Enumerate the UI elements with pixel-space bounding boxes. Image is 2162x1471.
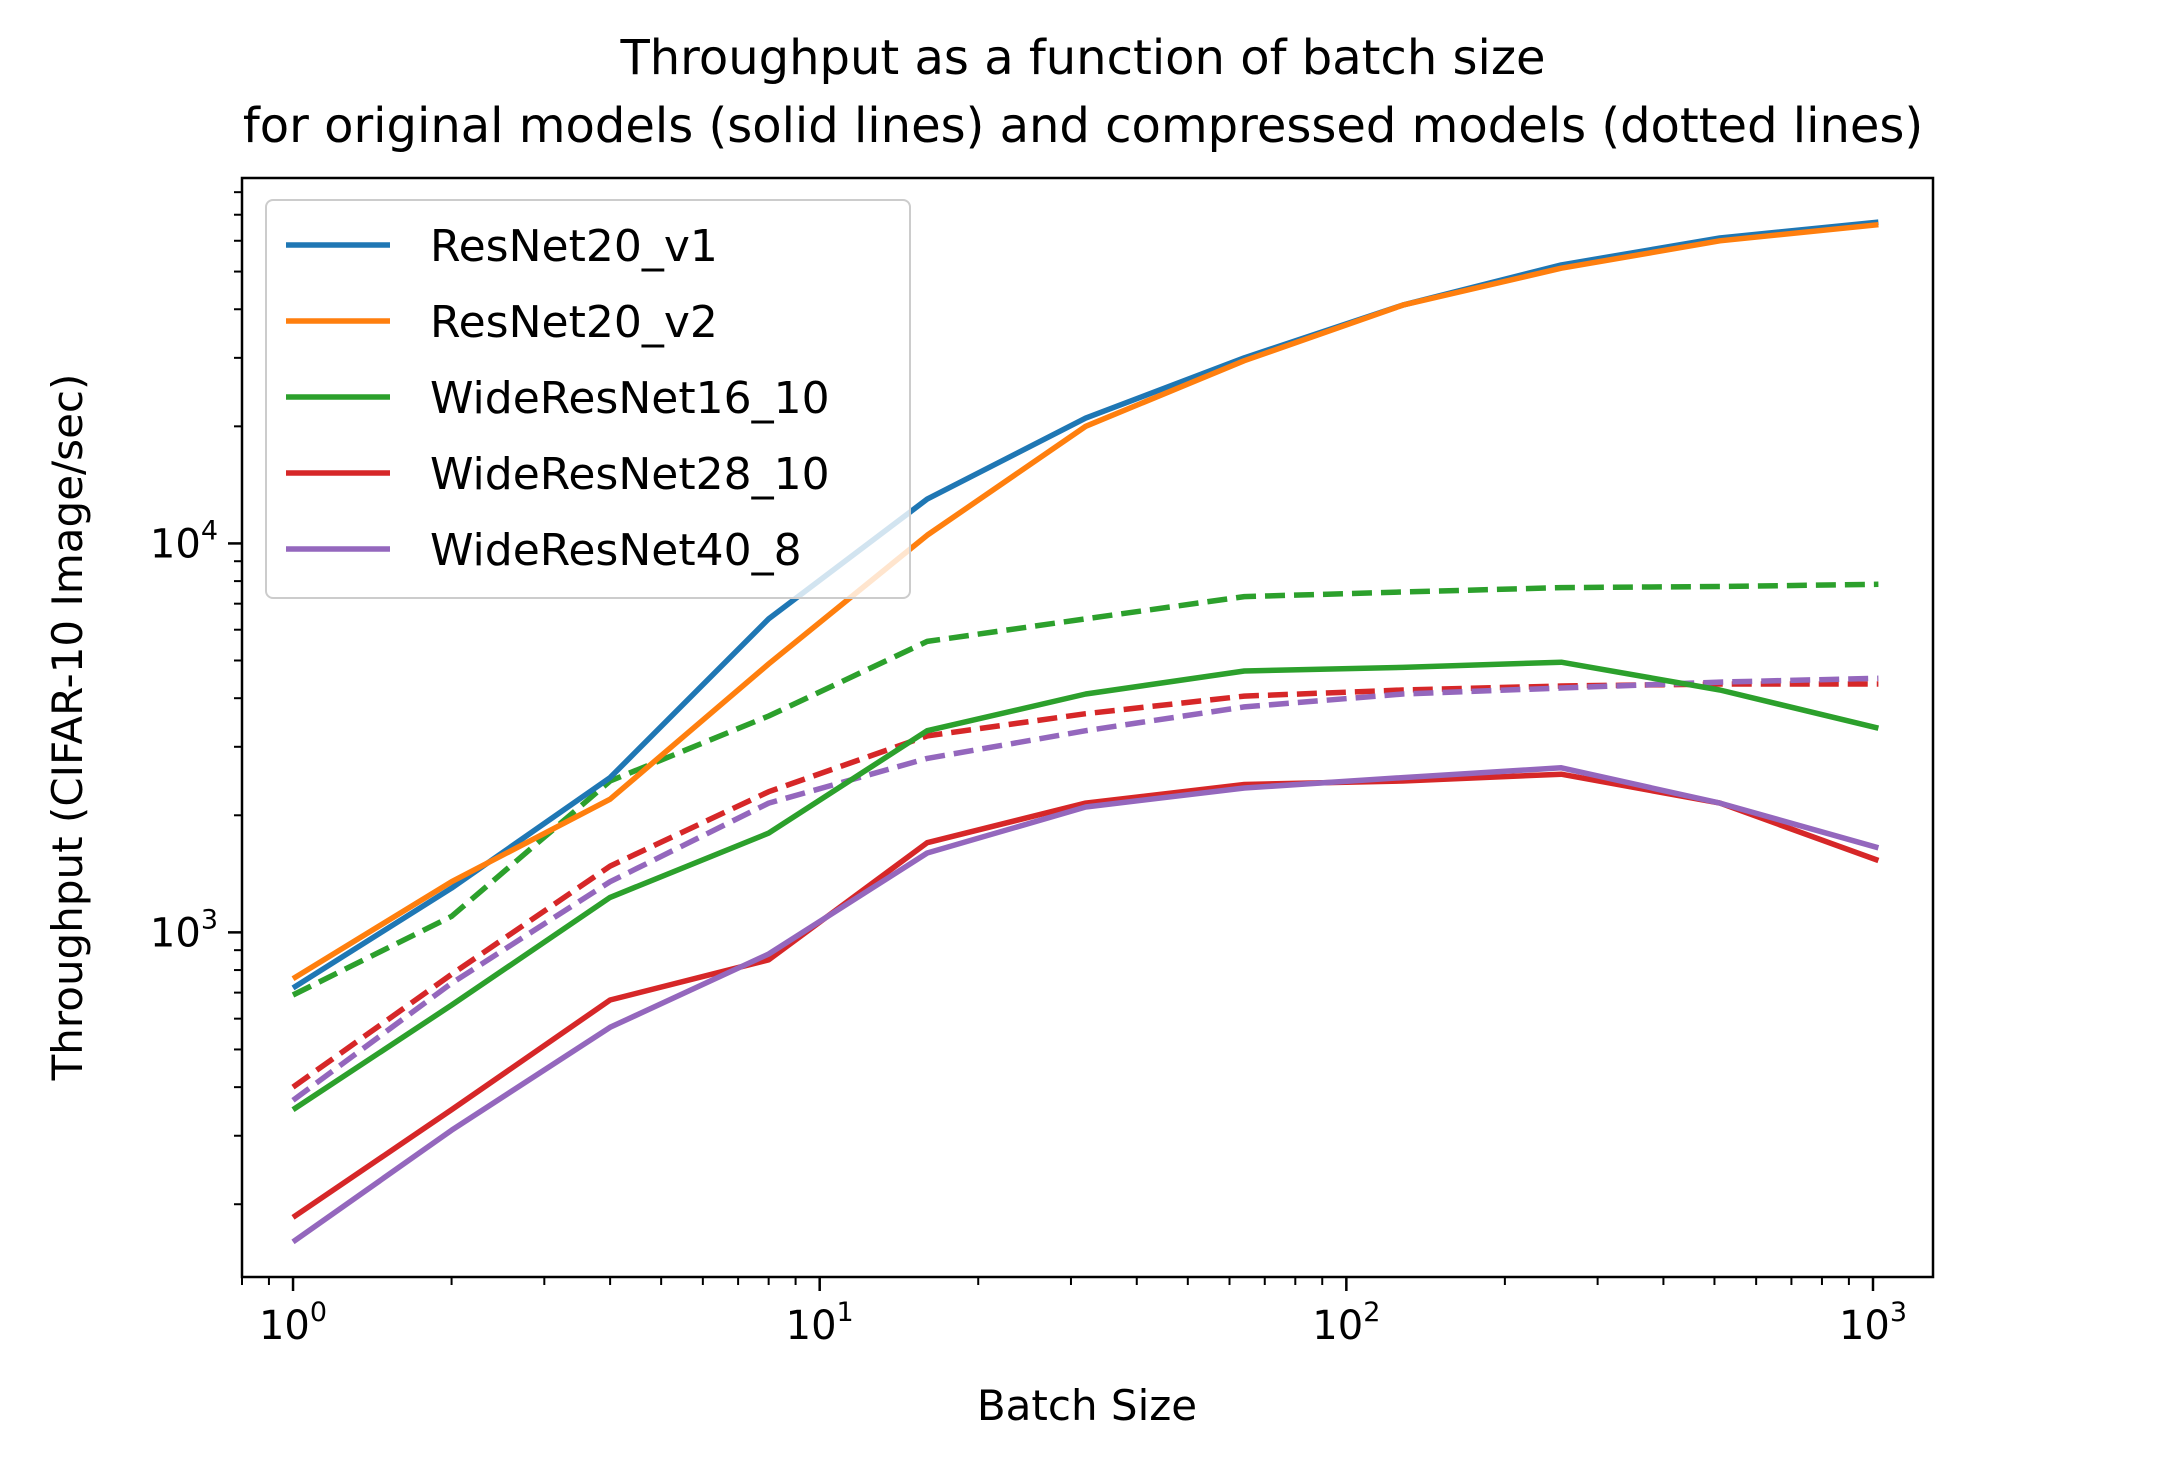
x-tick-base: 10 <box>259 1303 310 1349</box>
legend-label: ResNet20_v1 <box>430 221 718 272</box>
plot-frame <box>240 176 1935 1279</box>
series-line-wideresnet28-10-original <box>291 771 1880 1220</box>
x-axis: 100 101 102 103 <box>241 1277 1907 1349</box>
series-line-wideresnet28-10-compressed <box>291 681 1879 1090</box>
legend-label: WideResNet40_8 <box>430 525 802 576</box>
legend-label: WideResNet16_10 <box>430 373 830 424</box>
y-axis-label: Throughput (CIFAR-10 Image/sec) <box>43 374 92 1082</box>
y-tick-label: 103 <box>150 904 218 956</box>
x-tick-exponent: 0 <box>310 1297 327 1328</box>
x-tick-label: 103 <box>1839 1297 1907 1349</box>
x-tick-base: 10 <box>786 1303 837 1349</box>
legend-label: WideResNet28_10 <box>430 449 830 500</box>
x-tick-exponent: 1 <box>837 1297 854 1328</box>
y-tick-base: 10 <box>150 910 201 956</box>
series-line-wideresnet40-8-compressed <box>291 675 1879 1103</box>
x-tick-label: 101 <box>786 1297 854 1349</box>
x-axis-label: Batch Size <box>977 1381 1197 1430</box>
series-line-resnet20-v1-original <box>291 219 1879 991</box>
chart-title: Throughput as a function of batch size <box>619 30 1545 86</box>
series-line-wideresnet16-10-compressed <box>291 581 1879 998</box>
x-tick-label: 100 <box>259 1297 327 1349</box>
x-tick-base: 10 <box>1839 1303 1890 1349</box>
chart-subtitle: for original models (solid lines) and co… <box>243 98 1923 154</box>
x-tick-exponent: 3 <box>1890 1297 1907 1328</box>
series-line-wideresnet40-8-original <box>291 765 1880 1245</box>
x-tick-label: 102 <box>1312 1297 1380 1349</box>
y-tick-exponent: 4 <box>201 515 218 546</box>
series-line-wideresnet16-10-original <box>291 659 1880 1112</box>
legend: ResNet20_v1 ResNet20_v2 WideResNet16_10 Wid… <box>265 199 911 599</box>
legend-box <box>265 199 911 599</box>
y-tick-base: 10 <box>150 521 201 567</box>
y-tick-label: 104 <box>150 515 218 567</box>
y-tick-exponent: 3 <box>201 904 218 935</box>
x-tick-base: 10 <box>1312 1303 1363 1349</box>
plot-area <box>291 219 1880 1245</box>
legend-label: ResNet20_v2 <box>430 297 718 348</box>
series-line-resnet20-v2-original <box>291 221 1879 982</box>
x-tick-exponent: 2 <box>1363 1297 1380 1328</box>
